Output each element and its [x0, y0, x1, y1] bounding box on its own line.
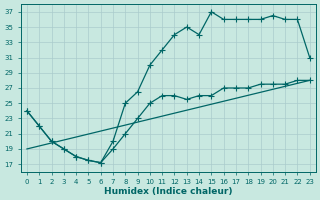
X-axis label: Humidex (Indice chaleur): Humidex (Indice chaleur) — [104, 187, 233, 196]
